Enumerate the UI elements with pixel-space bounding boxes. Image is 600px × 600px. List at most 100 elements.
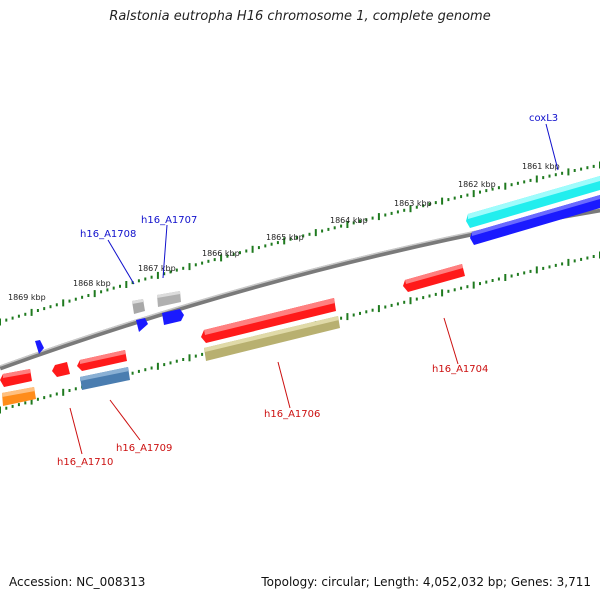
major-tick xyxy=(504,182,507,190)
gene-coxL3[interactable] xyxy=(466,176,600,228)
major-tick xyxy=(314,229,317,237)
minor-tick xyxy=(150,366,153,370)
major-tick xyxy=(30,397,33,405)
gene-h16-A1709[interactable] xyxy=(80,367,130,390)
gene-h16-A1707[interactable] xyxy=(157,291,181,307)
minor-tick xyxy=(466,285,469,289)
minor-tick xyxy=(276,241,279,245)
gene-blue-small-1[interactable] xyxy=(162,309,184,325)
minor-tick xyxy=(333,226,336,230)
minor-tick xyxy=(460,286,463,290)
major-tick xyxy=(156,271,159,279)
gene-h16-A1706[interactable] xyxy=(204,316,340,361)
major-tick xyxy=(188,354,191,362)
minor-tick xyxy=(573,169,576,172)
minor-tick xyxy=(169,361,172,365)
minor-tick xyxy=(87,294,90,297)
minor-tick xyxy=(68,299,71,303)
minor-tick xyxy=(36,309,39,312)
minor-tick xyxy=(100,290,103,294)
leader-h16-A1707 xyxy=(162,224,168,279)
minor-tick xyxy=(491,279,494,282)
minor-tick xyxy=(270,242,273,246)
minor-tick xyxy=(131,371,134,375)
gene-h16-A1709-red[interactable] xyxy=(77,350,127,371)
major-tick xyxy=(283,237,286,245)
minor-tick xyxy=(112,286,115,290)
minor-tick xyxy=(573,259,576,263)
gene-red-large[interactable] xyxy=(201,298,336,343)
gene-blue-small-3[interactable] xyxy=(35,340,44,354)
minor-tick xyxy=(257,246,260,250)
accession-text: Accession: NC_008313 xyxy=(9,575,146,589)
minor-tick xyxy=(352,221,355,225)
minor-tick xyxy=(422,204,425,208)
minor-tick xyxy=(43,307,46,311)
minor-tick xyxy=(327,227,330,231)
major-tick xyxy=(346,313,349,321)
minor-tick xyxy=(213,258,216,262)
minor-tick xyxy=(453,288,456,292)
minor-tick xyxy=(239,251,241,255)
minor-tick xyxy=(182,266,185,270)
major-tick xyxy=(125,281,128,288)
minor-tick xyxy=(68,389,71,392)
gene-blue-long[interactable] xyxy=(470,195,600,245)
minor-tick xyxy=(371,216,374,220)
minor-tick xyxy=(548,265,551,269)
minor-tick xyxy=(36,397,39,401)
minor-tick xyxy=(485,280,488,284)
minor-tick xyxy=(365,310,368,314)
gene-h16-A1710[interactable] xyxy=(0,369,32,387)
minor-tick xyxy=(396,302,399,306)
minor-tick xyxy=(516,272,519,276)
major-tick xyxy=(156,362,159,370)
minor-tick xyxy=(144,368,147,372)
minor-tick xyxy=(371,308,374,312)
gene-orange[interactable] xyxy=(2,387,36,406)
minor-tick xyxy=(144,277,147,281)
minor-tick xyxy=(479,190,481,194)
minor-tick xyxy=(396,210,399,214)
gene-h16-A1704[interactable] xyxy=(403,264,465,292)
minor-tick xyxy=(49,305,52,309)
minor-tick xyxy=(74,297,77,301)
leader-h16-A1709 xyxy=(109,399,141,441)
label-h16-A1704: h16_A1704 xyxy=(432,364,488,375)
minor-tick xyxy=(479,282,481,286)
minor-tick xyxy=(447,198,450,202)
minor-tick xyxy=(384,305,387,309)
minor-tick xyxy=(529,178,532,182)
minor-tick xyxy=(434,201,437,205)
minor-tick xyxy=(548,174,551,178)
minor-tick xyxy=(403,208,406,212)
minor-tick xyxy=(17,314,20,318)
minor-tick xyxy=(264,244,267,248)
minor-tick xyxy=(428,202,431,206)
minor-tick xyxy=(554,173,557,177)
outer-tick-track xyxy=(0,161,600,326)
minor-tick xyxy=(529,269,532,273)
minor-tick xyxy=(523,180,526,184)
minor-tick xyxy=(516,181,519,185)
major-tick xyxy=(535,175,538,183)
minor-tick xyxy=(163,363,166,367)
major-tick xyxy=(567,168,570,176)
gene-h16-A1708[interactable] xyxy=(132,299,145,314)
map-title: Ralstonia eutropha H16 chromosome 1, com… xyxy=(109,9,491,24)
gene-blue-small-2[interactable] xyxy=(136,318,148,332)
minor-tick xyxy=(295,236,298,240)
major-tick xyxy=(504,274,507,281)
major-tick xyxy=(567,258,570,266)
minor-tick xyxy=(302,234,305,238)
minor-tick xyxy=(434,292,437,296)
major-tick xyxy=(441,289,444,297)
minor-tick xyxy=(497,277,500,281)
major-tick xyxy=(472,190,475,198)
ruler-label-1863: 1863 kbp xyxy=(394,199,432,208)
minor-tick xyxy=(340,316,343,320)
minor-tick xyxy=(542,176,545,180)
gene-red-small[interactable] xyxy=(52,362,70,377)
minor-tick xyxy=(74,387,77,391)
